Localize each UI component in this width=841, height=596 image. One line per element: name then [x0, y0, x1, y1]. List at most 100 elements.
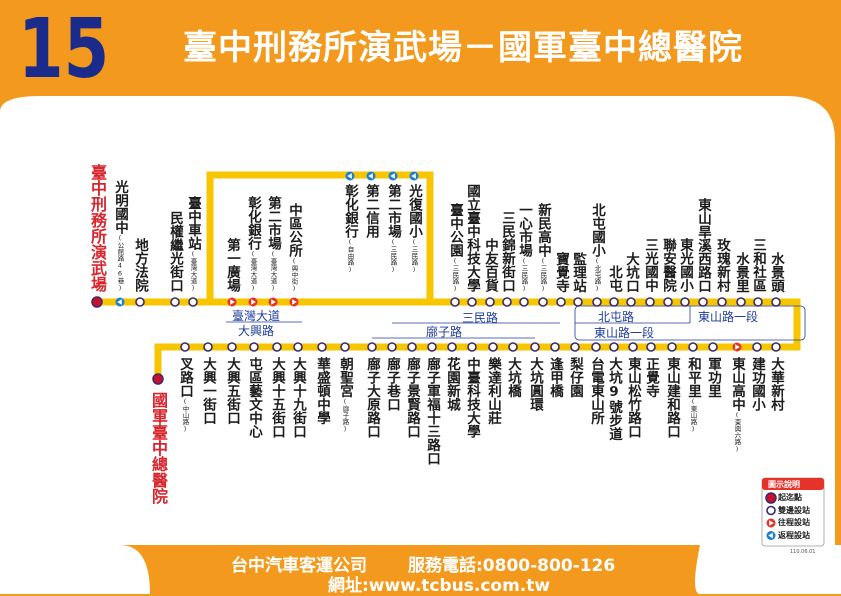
stop-label: 東山高中(東興六路)	[729, 357, 745, 453]
stop-name: 廍子大原路口	[364, 357, 380, 438]
road-label: 三民路	[462, 311, 499, 325]
stop-label: 臺中刑務所演武場	[88, 164, 107, 292]
stop-marker	[188, 297, 198, 307]
stop-label: 水景里	[733, 252, 749, 293]
stop-marker	[570, 342, 580, 352]
stop-name: 軍功里	[705, 357, 721, 398]
website: 網址:www.tcbus.com.tw	[328, 576, 551, 596]
stop-note: (臺灣大道)	[189, 250, 197, 292]
stop-marker	[645, 297, 655, 307]
stop-name: 大坑口	[623, 251, 639, 293]
stop-name: 第二市場	[265, 196, 281, 250]
stop-name: 屯區藝文中心	[246, 357, 262, 438]
stop-marker	[736, 297, 746, 307]
stop-name: 寶覺寺	[553, 251, 569, 293]
stop-name: 中區公所	[286, 202, 302, 257]
stop-marker	[272, 342, 282, 352]
outbound-arrow	[292, 299, 297, 305]
stop-name: 第一廣場	[224, 238, 240, 292]
stop-name: 光復國小	[406, 184, 422, 238]
route-title: 臺中刑務所演武場－國軍臺中總醫院	[183, 28, 743, 68]
route-loop	[206, 171, 434, 302]
stop-marker	[573, 297, 583, 307]
stop-name: 東山建和路口	[664, 357, 680, 438]
stop-label: 寶覺寺	[553, 252, 569, 293]
stop-marker	[752, 342, 762, 352]
stop-label: 大坑圓環	[527, 357, 543, 411]
stop-name: 逢甲橋	[547, 357, 563, 398]
stop-name: 北屯	[606, 265, 622, 292]
stop-marker	[340, 342, 350, 352]
stop-marker	[538, 297, 548, 307]
stop-marker	[467, 297, 477, 307]
stop-name: 台電東山所	[588, 357, 604, 425]
stop-marker	[766, 505, 776, 516]
stop-name: 第二信用	[363, 184, 379, 238]
stop-marker	[663, 297, 673, 307]
legend-label: 雙邊設站	[778, 505, 810, 515]
stop-marker	[550, 342, 560, 352]
stop-label: 大坑橋	[505, 357, 521, 398]
stop-marker	[170, 297, 180, 307]
stop-marker	[447, 342, 457, 352]
stop-note: (臺灣大道)	[269, 250, 277, 292]
legend-label: 起迄點	[778, 493, 802, 502]
return-arrow	[347, 173, 352, 179]
stop-marker	[485, 297, 495, 307]
stop-label: 彰化銀行(臺灣大道)	[245, 196, 261, 292]
stop-name: 梨仔園	[567, 357, 583, 398]
route-number: 15	[18, 2, 110, 97]
stop-name: 地方法院	[132, 238, 148, 292]
stop-marker	[427, 342, 437, 352]
road-label: 大興路	[238, 324, 275, 338]
stop-label: 廍子大原路口	[364, 357, 380, 438]
stop-name: 新民高中	[535, 202, 551, 257]
stop-name: 廍子景賢路口	[404, 357, 420, 438]
stop-name: 廍子巷口	[384, 357, 400, 411]
stop-name: 大坑圓環	[527, 357, 543, 411]
stop-marker	[591, 342, 601, 352]
stop-label: 東光國小	[677, 238, 693, 292]
stop-name: 東山旱溪西路口	[695, 197, 711, 293]
legend-header	[762, 478, 824, 490]
stop-marker	[367, 342, 377, 352]
stop-note: (東山路)	[689, 397, 697, 434]
stop-label: 水景頭	[768, 252, 784, 293]
stop-note: (三民路)	[451, 256, 459, 293]
stop-marker	[407, 342, 417, 352]
return-arrow	[411, 173, 416, 179]
stop-name: 大坑9號步道	[606, 357, 622, 441]
stop-note: (臺灣大道)	[249, 250, 257, 292]
terminal-marker	[152, 373, 164, 385]
return-arrow	[117, 299, 122, 305]
stop-label: 花園新城	[444, 357, 460, 411]
stop-name: 廍子軍福十三路口	[424, 357, 440, 465]
stop-name: 彰化銀行	[342, 184, 358, 238]
stop-name: 華盛頓中學	[314, 357, 330, 425]
stop-name: 中友百貨	[482, 238, 498, 292]
stop-marker	[688, 342, 698, 352]
stop-name: 國軍臺中總醫院	[149, 392, 168, 504]
stop-label: 大興十五街口	[269, 357, 285, 438]
stop-label: 民權繼光街口	[167, 211, 183, 292]
stop-label: 臺中公園(三民路)	[447, 203, 463, 293]
stop-name: 彰化銀行	[245, 196, 261, 250]
outbound-arrow	[271, 299, 276, 305]
stop-label: 中友百貨	[482, 238, 498, 292]
stop-marker	[249, 342, 259, 352]
stop-note: (北屯路)	[593, 256, 601, 293]
stop-marker	[502, 297, 512, 307]
company: 台中汽車客運公司	[231, 556, 367, 576]
stop-note: (公館路46巷)	[116, 234, 124, 292]
stop-label: 逢甲橋	[547, 357, 563, 398]
stop-label: 第二信用	[363, 184, 379, 238]
stop-name: 一心市場	[516, 202, 532, 257]
stop-name: 建功國小	[749, 357, 765, 411]
stop-note: (廍子路)	[341, 397, 349, 434]
stop-marker	[317, 342, 327, 352]
stop-label: 梨仔園	[567, 357, 583, 398]
outbound-arrow	[251, 299, 256, 305]
stop-label: 國立臺中科技大學	[464, 184, 480, 292]
